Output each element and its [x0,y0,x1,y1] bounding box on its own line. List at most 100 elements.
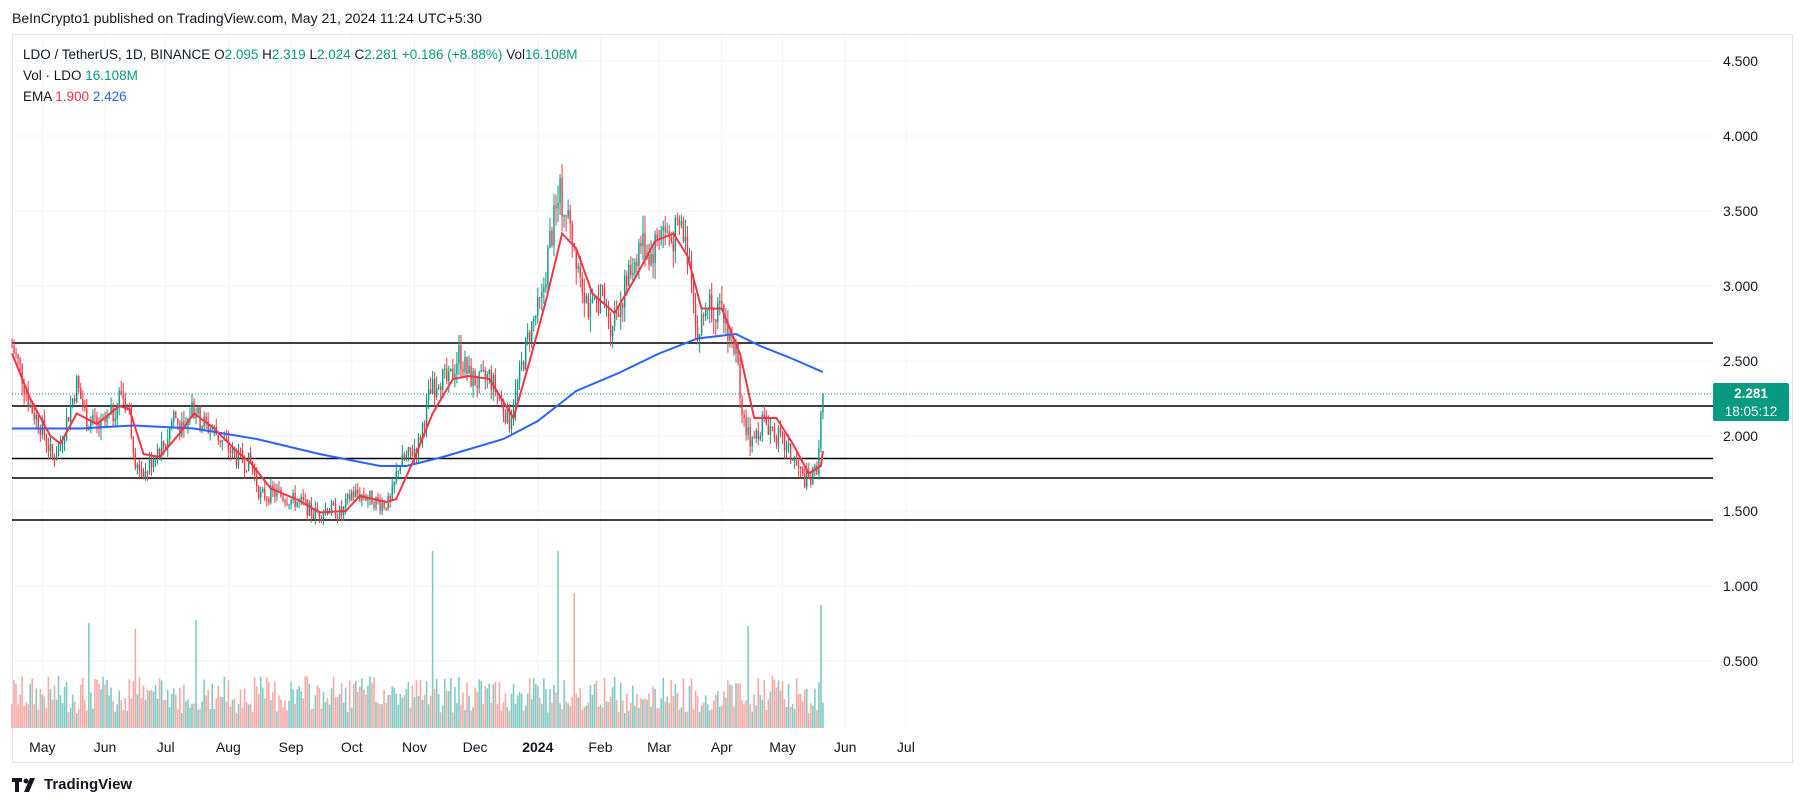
candle-body [219,440,221,443]
volume-bar [247,704,250,728]
x-tick-label: Dec [463,739,488,755]
volume-bar [249,703,252,728]
candle-body [90,420,92,429]
volume-bar [308,683,311,728]
volume-bar [642,699,644,728]
volume-bar [253,677,256,728]
volume-bar [435,678,438,728]
candle-body [312,515,315,519]
candle-body [227,439,230,451]
volume-bar [757,678,760,728]
volume-bar [168,707,171,728]
candle-body [478,372,480,388]
candle-body [789,444,792,461]
legend-volume-title[interactable]: Vol · LDO [23,68,82,83]
tradingview-footer[interactable]: TradingView [12,776,132,793]
candle-body [575,247,577,269]
volume-bar [799,694,802,728]
volume-bar [304,676,307,728]
volume-bar [743,703,745,728]
volume-bar [704,695,707,728]
candle-body [607,305,610,323]
candle-body [777,428,780,445]
candle-body [104,418,106,423]
volume-bar [530,699,533,728]
x-tick-label: Apr [711,739,733,755]
volume-bar [409,707,412,728]
candle-body [237,449,240,467]
candle-body [696,326,699,339]
volume-bar [589,685,592,728]
volume-bar [545,689,547,728]
volume-bar [235,712,238,728]
x-tick-label: Jun [834,739,857,755]
volume-bar [114,711,116,728]
candle-body [140,469,143,471]
legend-symbol[interactable]: LDO / TetherUS, 1D, BINANCE [23,47,211,62]
volume-bar [156,698,159,728]
candle-body [330,502,333,513]
candle-body [571,223,573,243]
candle-body [106,414,108,423]
volume-bar [745,700,747,728]
candle-body [67,417,70,421]
candle-body [547,247,549,285]
candle-body [486,374,488,379]
volume-bar [733,706,735,728]
volume-bar [411,685,414,728]
volume-bar [747,626,749,728]
x-tick-label: May [29,739,55,755]
volume-bar [567,703,569,728]
volume-bar [112,701,114,728]
candle-body [624,275,626,308]
candle-body [603,286,606,306]
volume-bar [508,710,511,728]
candle-body [249,452,252,462]
candle-body [282,496,284,501]
volume-bar [816,709,818,728]
candle-body [533,318,535,322]
candle-body [589,303,592,318]
candle-body [262,488,264,492]
legend-volume-row: Vol · LDO 16.108M [23,65,578,86]
volume-bar [593,684,596,728]
grid [12,35,1713,728]
volume-bar [104,684,106,728]
candle-body [652,254,654,264]
volume-bar [814,688,816,728]
x-tick-label: Jul [897,739,915,755]
volume-bar [498,681,501,728]
volume-bar [209,708,211,728]
volume-bar [243,688,246,728]
candle-body [423,423,426,428]
x-tick-label: Mar [647,739,671,755]
candle-body [120,390,122,394]
volume-bar [207,689,209,728]
candle-body [221,439,224,443]
volume-bar [146,689,149,728]
volume-bar [330,688,333,728]
candle-body [375,497,377,509]
volume-bar [185,701,187,728]
volume-bar [581,709,584,728]
volume-bar [27,704,29,728]
volume-bar [47,676,50,728]
legend-high-label: H [262,47,272,62]
volume-bar [61,703,64,728]
legend-low: 2.024 [316,47,351,62]
candle-body [25,392,27,394]
legend-ema-title[interactable]: EMA [23,89,52,104]
candle-body [747,427,749,435]
volume-bar [21,676,23,728]
volume-bar [777,680,780,728]
candle-body [609,322,612,337]
volume-bar [369,676,371,728]
volume-bar [326,698,329,728]
candle-body [255,475,258,487]
candle-body [814,465,816,469]
volume-bar [395,693,398,728]
candle-body [686,236,689,265]
candle-body [698,334,701,339]
candle-body [355,489,357,497]
